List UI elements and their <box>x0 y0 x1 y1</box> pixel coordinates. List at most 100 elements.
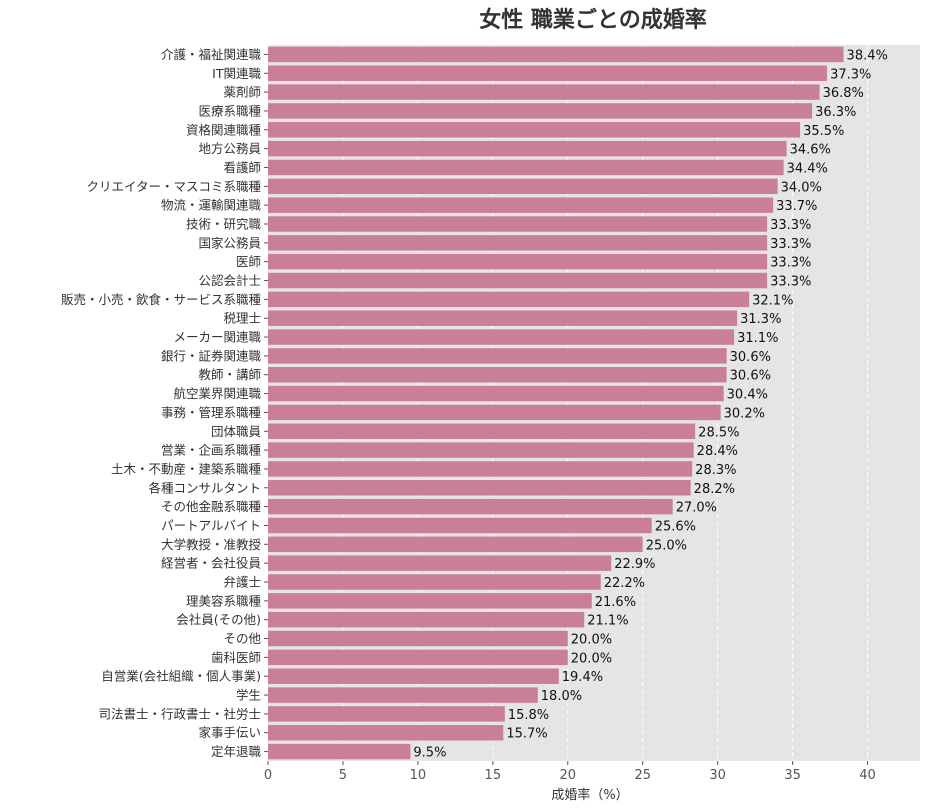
bar <box>268 555 612 571</box>
bars <box>268 46 844 760</box>
x-tick-label: 20 <box>559 768 576 783</box>
value-label: 33.3% <box>770 275 811 290</box>
x-axis-title: 成婚率（%） <box>551 787 628 803</box>
value-label: 9.5% <box>413 746 446 761</box>
value-label: 33.3% <box>770 256 811 271</box>
bar <box>268 310 738 326</box>
value-label: 33.7% <box>776 199 817 214</box>
bar <box>268 611 585 628</box>
category-label: 営業・企画系職種 <box>161 443 262 458</box>
x-tick-label: 5 <box>339 768 347 783</box>
bar <box>268 593 592 609</box>
category-label: 団体職員 <box>211 424 262 439</box>
bar <box>268 461 693 477</box>
category-label: 国家公務員 <box>198 235 261 250</box>
x-tick-label: 35 <box>784 768 801 783</box>
bar <box>268 404 721 421</box>
bar <box>268 84 820 100</box>
category-label: 家事手伝い <box>198 725 261 740</box>
category-label: 航空業界関連職 <box>173 386 261 401</box>
bar <box>268 442 694 458</box>
bar <box>268 329 735 345</box>
value-label: 28.5% <box>698 425 739 440</box>
bar <box>268 725 504 741</box>
category-label: 学生 <box>236 688 261 703</box>
bar <box>268 46 844 63</box>
bar <box>268 517 652 534</box>
value-label: 19.4% <box>562 670 603 685</box>
bar <box>268 216 768 232</box>
bar <box>268 272 768 289</box>
value-label: 30.4% <box>727 388 768 403</box>
category-label: 経営者・会社役員 <box>161 556 262 571</box>
value-label: 30.6% <box>730 369 771 384</box>
x-tick-label: 15 <box>485 768 502 783</box>
bar <box>268 423 696 439</box>
value-label: 37.3% <box>830 67 871 82</box>
category-label: 弁護士 <box>223 575 261 590</box>
x-tick-label: 0 <box>264 768 272 783</box>
value-label: 15.7% <box>506 727 547 742</box>
value-label: 36.3% <box>815 105 856 120</box>
category-label: 自営業(会社組織・個人事業) <box>101 669 261 684</box>
category-label: 教師・講師 <box>198 367 261 382</box>
value-label: 21.6% <box>595 595 636 610</box>
value-label: 36.8% <box>823 86 864 101</box>
bar <box>268 498 673 515</box>
value-label: 27.0% <box>676 501 717 516</box>
value-label: 20.0% <box>571 651 612 666</box>
bar <box>268 630 568 647</box>
bar <box>268 385 724 402</box>
bar <box>268 480 691 496</box>
value-label: 28.2% <box>694 482 735 497</box>
bar <box>268 668 559 684</box>
category-label: 各種コンサルタント <box>148 480 261 495</box>
category-label: 公認会計士 <box>198 273 261 288</box>
value-label: 28.4% <box>697 444 738 459</box>
category-label: 歯科医師 <box>211 650 261 665</box>
bar <box>268 367 727 383</box>
bar <box>268 536 643 553</box>
value-label: 38.4% <box>847 48 888 63</box>
value-label: 32.1% <box>752 293 793 308</box>
bar <box>268 122 801 138</box>
value-label: 22.9% <box>614 557 655 572</box>
bar <box>268 649 568 666</box>
value-label: 30.2% <box>724 406 765 421</box>
bar <box>268 348 727 364</box>
category-label: 介護・福祉関連職 <box>161 47 262 62</box>
x-axis-ticks: 0 5 10 15 20 25 30 35 40 <box>264 761 876 783</box>
x-tick-label: 30 <box>709 768 726 783</box>
category-label: 地方公務員 <box>198 141 261 156</box>
value-label: 31.3% <box>740 312 781 327</box>
x-tick-label: 10 <box>410 768 427 783</box>
value-labels: 38.4% 37.3% 36.8% 36.3% 35.5% 34.6% 34.4% 34.0%… <box>413 48 887 760</box>
bar <box>268 197 774 213</box>
value-label: 34.0% <box>781 180 822 195</box>
category-label: その他 <box>223 631 261 646</box>
category-label: 看護師 <box>223 160 261 175</box>
value-label: 31.1% <box>737 331 778 346</box>
x-tick-label: 40 <box>859 768 876 783</box>
category-label: 医師 <box>236 254 261 269</box>
value-label: 33.3% <box>770 218 811 233</box>
value-label: 21.1% <box>587 614 628 629</box>
value-label: 22.2% <box>604 576 645 591</box>
category-label: 司法書士・行政書士・社労士 <box>98 706 261 721</box>
category-label: その他金融系職種 <box>161 499 262 514</box>
value-label: 28.3% <box>695 463 736 478</box>
category-label: 物流・運輸関連職 <box>161 198 262 213</box>
value-label: 33.3% <box>770 237 811 252</box>
category-label: 会社員(その他) <box>176 612 261 627</box>
bar <box>268 574 601 590</box>
category-label: 販売・小売・飲食・サービス系職種 <box>61 292 262 307</box>
chart-title: 女性 職業ごとの成婚率 <box>479 7 706 33</box>
value-label: 35.5% <box>803 124 844 139</box>
value-label: 34.4% <box>787 161 828 176</box>
category-label: パートアルバイト <box>161 518 261 533</box>
bar <box>268 159 784 176</box>
category-label: 薬剤師 <box>223 85 261 100</box>
category-label: 大学教授・准教授 <box>161 537 262 552</box>
bar <box>268 687 538 703</box>
